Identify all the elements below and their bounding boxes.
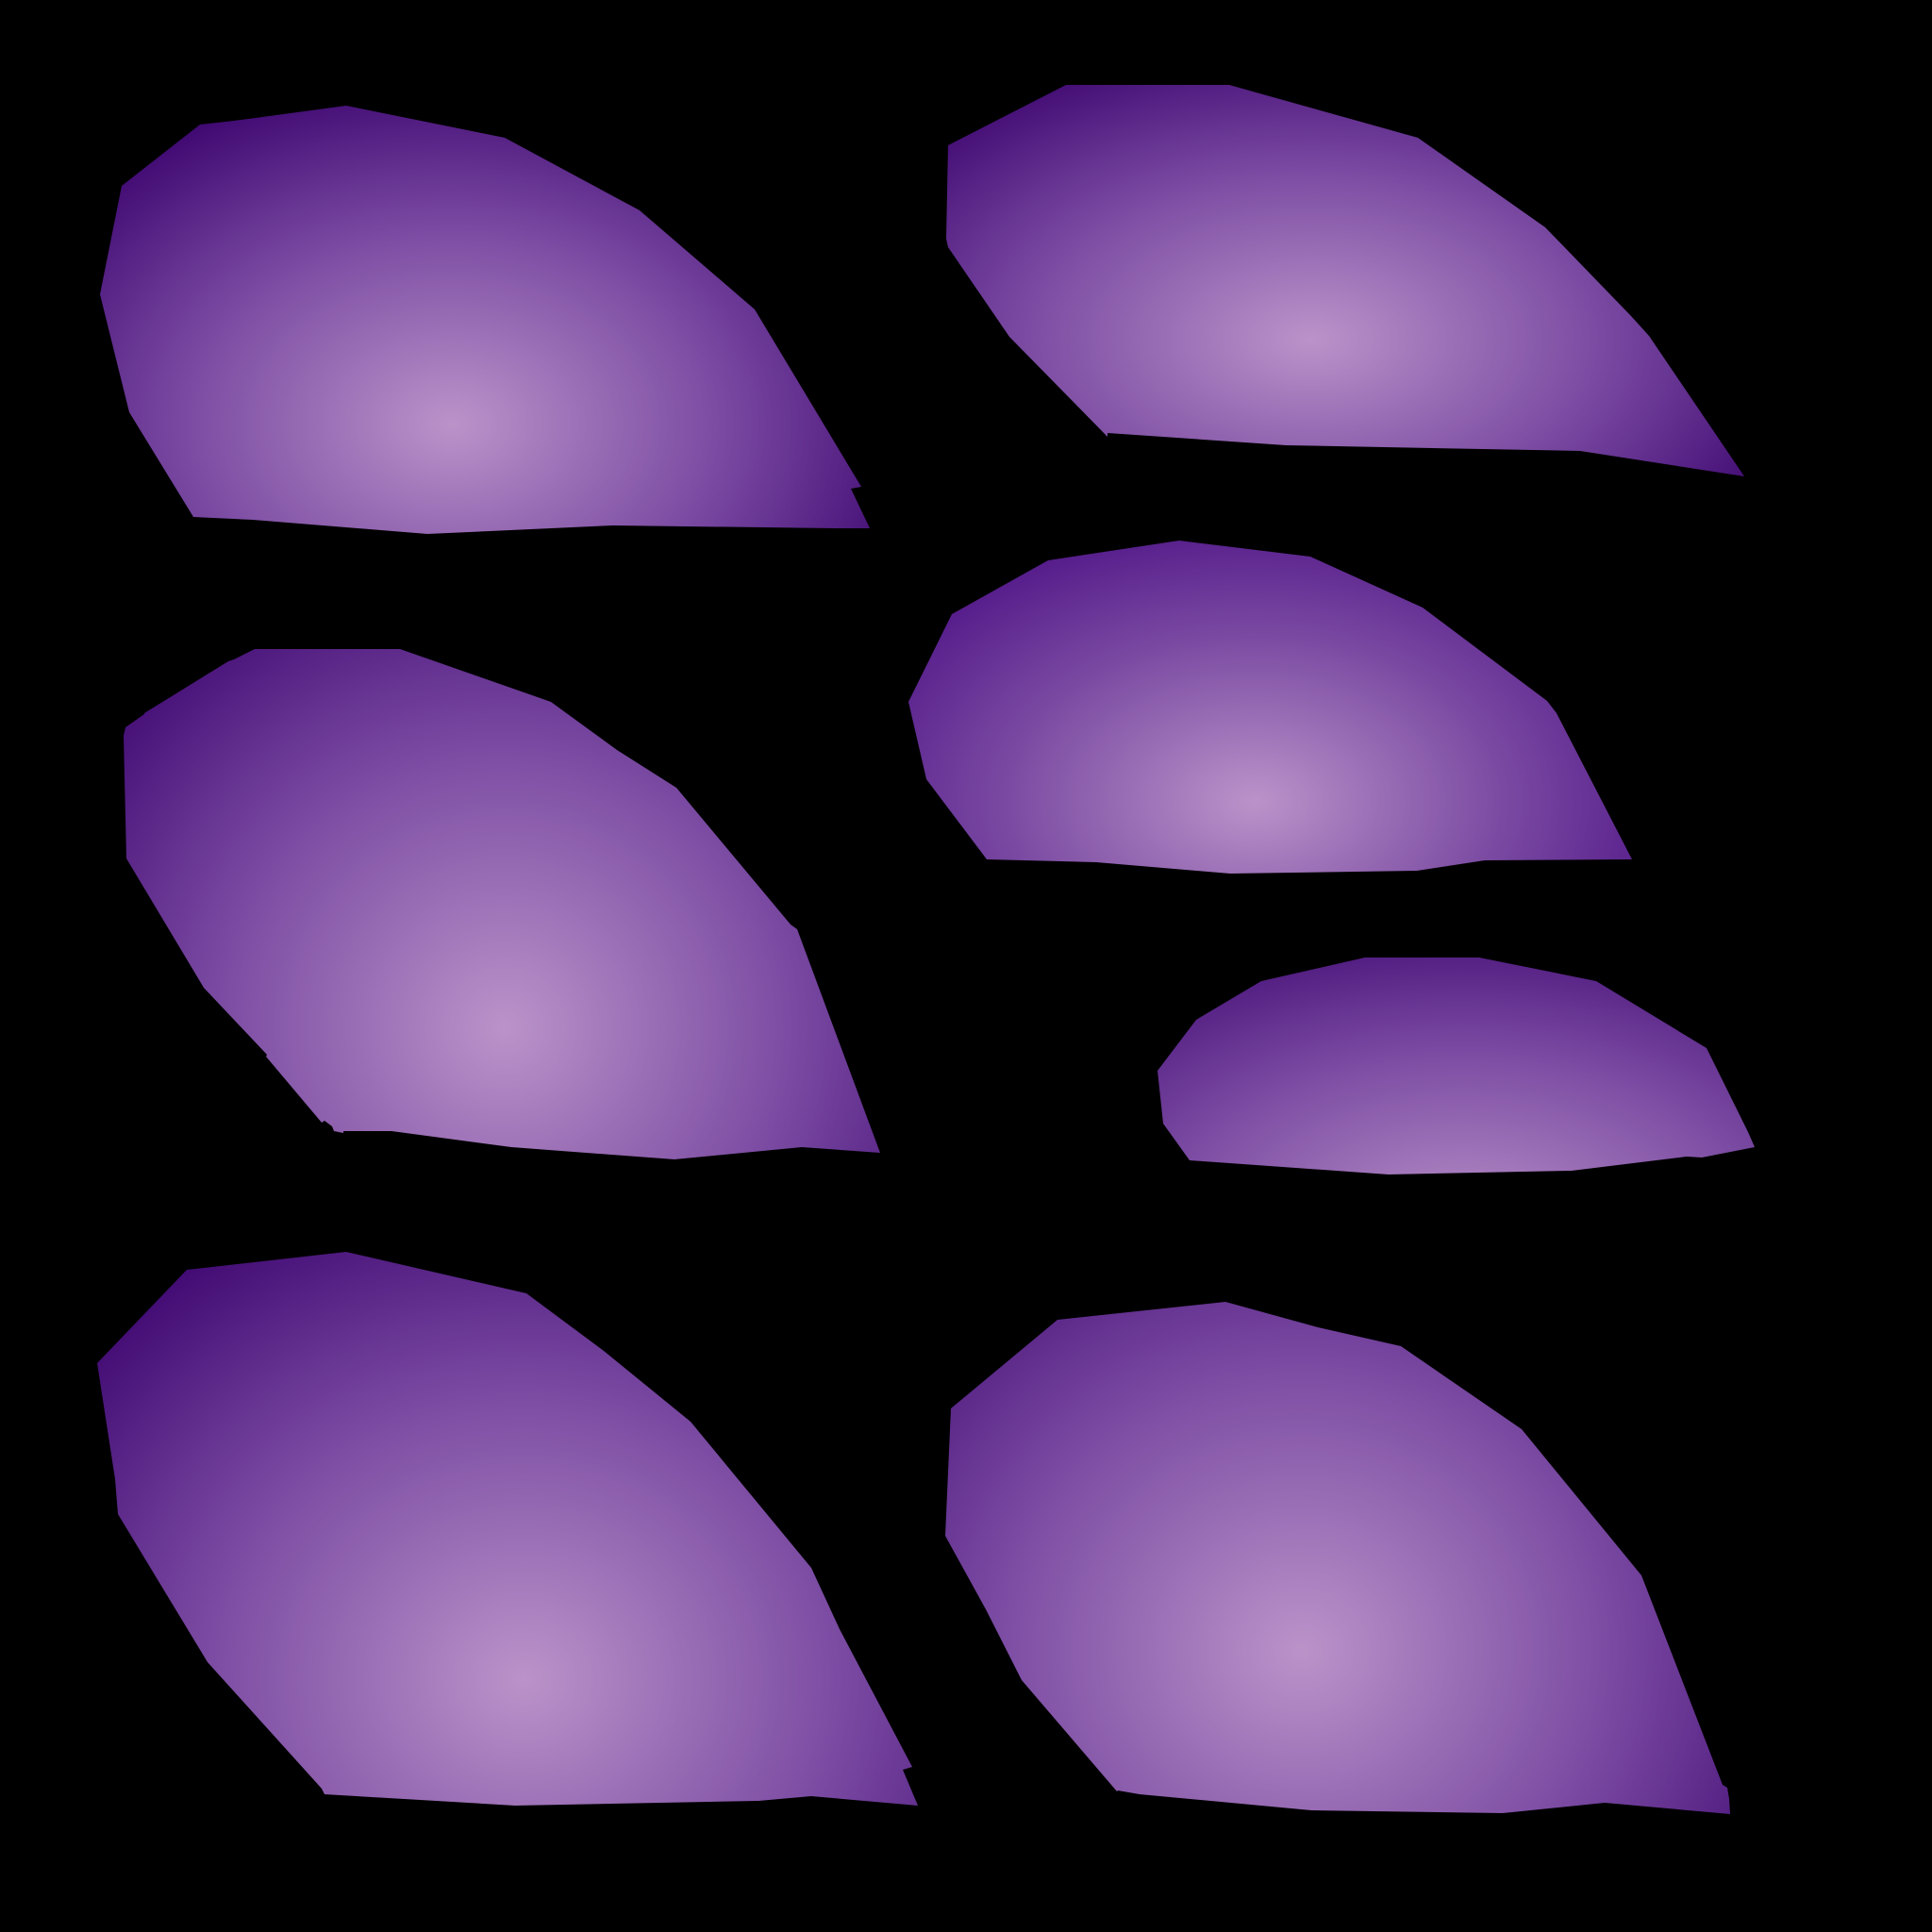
blob-bottom-right xyxy=(945,1302,1730,1814)
blob-top-right xyxy=(946,85,1744,476)
blob-middle-left xyxy=(124,649,880,1159)
blob-bottom-left xyxy=(97,1252,918,1806)
shape-layer xyxy=(97,85,1755,1814)
blob-top-left xyxy=(100,106,870,534)
blob-lower-right-small xyxy=(1158,958,1755,1174)
blob-middle-right xyxy=(908,541,1632,874)
